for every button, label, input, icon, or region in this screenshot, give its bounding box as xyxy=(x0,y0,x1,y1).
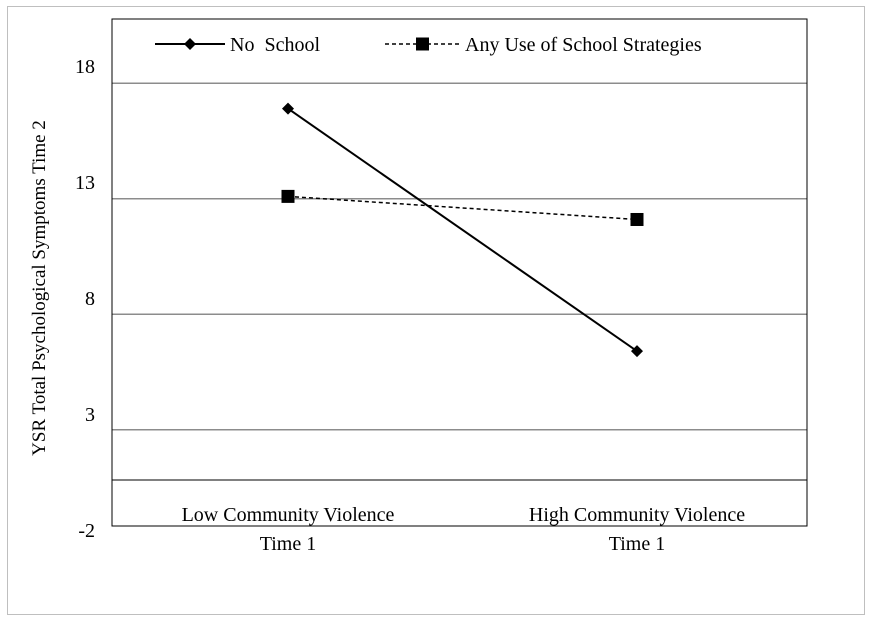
legend-marker xyxy=(416,37,429,51)
series-line xyxy=(287,195,638,221)
x-tick-labels: Low Community Violence Time 1 High Communi… xyxy=(182,504,746,555)
x-tick-label: Low Community Violence xyxy=(182,504,395,526)
legend-item: Any Use of School Strategies xyxy=(385,34,702,56)
series-1 xyxy=(282,102,643,358)
data-point-marker xyxy=(282,102,294,115)
y-tick-label: 18 xyxy=(75,56,95,78)
legend: No School Any Use of School Strategies xyxy=(155,34,702,56)
plot-area xyxy=(111,18,808,527)
y-tick-labels: 18 13 8 3 -2 xyxy=(75,56,95,542)
x-tick-label: High Community Violence xyxy=(529,504,745,526)
y-tick-label: 8 xyxy=(85,288,95,310)
legend-label: Any Use of School Strategies xyxy=(465,34,702,56)
data-point-marker xyxy=(630,212,644,226)
legend-label: No School xyxy=(230,34,320,56)
series-2 xyxy=(281,189,644,226)
x-tick-label: Time 1 xyxy=(609,533,666,555)
figure-frame xyxy=(7,6,865,615)
series-line xyxy=(287,107,638,352)
series-layer xyxy=(281,102,644,358)
x-tick-label: Time 1 xyxy=(260,533,317,555)
y-tick-label: -2 xyxy=(78,520,95,542)
data-point-marker xyxy=(631,345,643,358)
legend-marker xyxy=(184,38,196,50)
gridlines xyxy=(112,82,807,481)
data-point-marker xyxy=(281,189,295,203)
y-tick-label: 3 xyxy=(85,404,95,426)
y-axis-label: YSR Total Psychological Symptoms Time 2 xyxy=(29,120,50,456)
y-tick-label: 13 xyxy=(75,172,95,194)
legend-item: No School xyxy=(155,34,320,56)
